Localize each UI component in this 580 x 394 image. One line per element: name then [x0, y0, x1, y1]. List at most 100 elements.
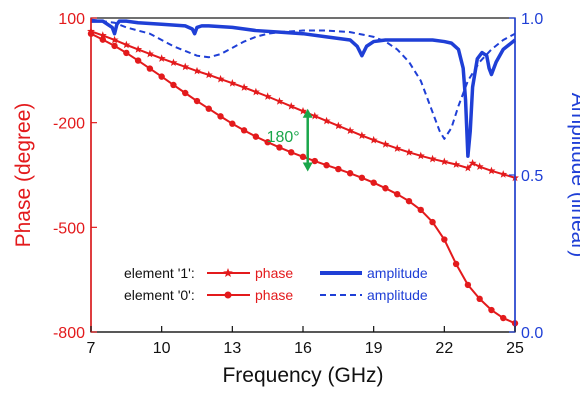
- phase-star-point: [169, 58, 178, 67]
- phase-dot-point: [288, 149, 295, 156]
- phase-dot-point: [264, 139, 271, 146]
- right-tick-label: 1.0: [521, 11, 543, 28]
- phase-star-point: [381, 140, 390, 148]
- phase-dot-point: [429, 218, 436, 226]
- legend-dot-marker: [224, 291, 232, 299]
- phase-dot-point: [358, 174, 366, 181]
- phase-dot-point: [476, 295, 483, 303]
- legend-row2-label: element '0':: [124, 287, 195, 303]
- phase-star-point: [428, 154, 437, 163]
- left-tick-label: -800: [53, 325, 85, 342]
- x-tick-label: 7: [87, 340, 96, 357]
- phase-dot-point: [240, 127, 248, 134]
- phase-star-point: [181, 62, 190, 71]
- right-tick-label: 0.5: [521, 168, 543, 185]
- left-tick-label: -500: [53, 220, 85, 237]
- phase-star-point: [287, 102, 296, 110]
- phase-dot-point: [500, 314, 507, 322]
- phase-dot-point: [394, 190, 401, 198]
- phase-star-point: [475, 162, 484, 171]
- x-tick-label: 19: [365, 340, 383, 357]
- phase-dot-point: [146, 65, 154, 72]
- legend-amplitude-label-2: amplitude: [367, 287, 428, 303]
- phase-star-point: [98, 31, 107, 39]
- phase-star-point: [263, 92, 272, 100]
- phase-star-point: [134, 45, 143, 53]
- legend-phase-label-2: phase: [255, 287, 293, 303]
- phase-dot-point: [346, 170, 354, 177]
- left-tick-label: -200: [53, 116, 85, 133]
- phase-star-point: [416, 151, 425, 160]
- annotation-arrow-up-icon: [302, 108, 313, 118]
- phase-star-point: [310, 111, 319, 120]
- phase-star-point: [468, 158, 477, 167]
- phase-star-point: [322, 116, 331, 125]
- phase-star-point: [369, 135, 378, 144]
- left-axis-label: Phase (degree): [12, 103, 35, 248]
- legend-amplitude-label-1: amplitude: [367, 265, 428, 281]
- phase-star-point: [463, 163, 472, 172]
- phase-dot-point: [417, 206, 424, 214]
- phase-dot-point: [488, 306, 495, 314]
- phase-star-point: [357, 131, 366, 139]
- phase-star-point: [440, 157, 449, 166]
- phase-dot-point: [158, 73, 165, 80]
- phase-dot-point: [335, 165, 342, 173]
- x-tick-label: 13: [223, 340, 241, 357]
- plot-area: [90, 17, 516, 333]
- legend: element '1': element '0': phase phase am…: [124, 265, 428, 303]
- phase-dot-point: [193, 97, 201, 105]
- phase-dot-point: [205, 105, 212, 112]
- phase-star-point: [110, 35, 119, 44]
- phase-star-point: [405, 148, 413, 156]
- phase-dot-point: [170, 81, 177, 89]
- phase-dot-point: [229, 120, 236, 127]
- phase-dot-point: [111, 42, 118, 50]
- phase-dot-point: [405, 197, 413, 205]
- phase-star-point: [145, 49, 154, 58]
- phase-star-point: [228, 79, 237, 87]
- phase-star-point: [346, 126, 355, 135]
- phase-dot-point: [299, 153, 307, 161]
- annotation-label: 180°: [267, 129, 300, 146]
- legend-phase-label-1: phase: [255, 265, 293, 281]
- phase-dot-point: [99, 36, 106, 43]
- x-tick-label: 22: [435, 340, 453, 357]
- phase-dot-point: [252, 133, 260, 140]
- phase-dot-point: [217, 113, 224, 120]
- phase-difference-annotation: 180°: [267, 108, 313, 172]
- phase-dot-point: [370, 179, 377, 186]
- series-layer: [87, 18, 519, 327]
- phase-star-point: [193, 66, 201, 75]
- phase-star-point: [122, 40, 131, 49]
- phase-dot-point: [382, 185, 389, 192]
- series-line-3: [90, 18, 516, 140]
- phase-dot-point: [134, 57, 142, 64]
- phase-star-point: [299, 106, 307, 115]
- right-axis-label: Amplitude (linear): [567, 93, 580, 258]
- phase-star-point: [157, 54, 166, 62]
- phase-dot-point: [323, 162, 330, 169]
- phase-dot-point: [464, 281, 472, 289]
- phase-star-point: [499, 170, 508, 178]
- x-tick-label: 10: [153, 340, 171, 357]
- phase-dot-point: [182, 89, 189, 97]
- right-tick-label: 0.0: [521, 325, 543, 342]
- left-tick-label: 100: [58, 11, 85, 28]
- x-axis-label: Frequency (GHz): [222, 364, 383, 387]
- annotation-arrow-down-icon: [302, 162, 313, 172]
- phase-dot-point: [276, 144, 283, 151]
- legend-row1-label: element '1':: [124, 265, 195, 281]
- x-tick-label: 16: [294, 340, 312, 357]
- phase-star-point: [251, 87, 260, 96]
- legend-star-marker: [223, 268, 233, 278]
- phase-star-point: [240, 83, 249, 91]
- x-tick-label: 25: [506, 340, 524, 357]
- left-y-ticks: 100 -200 -500 -800: [53, 11, 97, 342]
- right-y-ticks: 1.0 0.5 0.0: [509, 11, 543, 342]
- phase-star-point: [452, 160, 461, 168]
- phase-star-point: [393, 144, 402, 152]
- phase-dot-point: [123, 49, 130, 57]
- phase-star-point: [275, 97, 284, 105]
